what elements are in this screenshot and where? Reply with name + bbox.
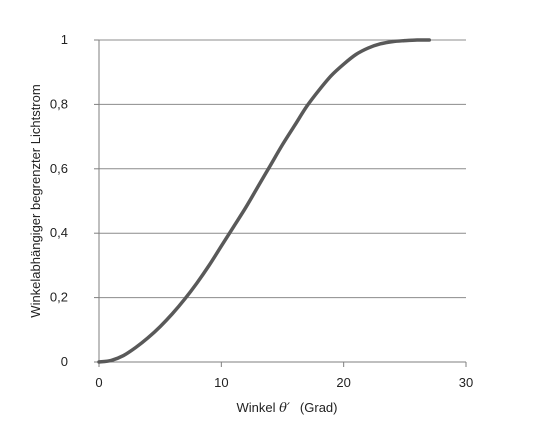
axes: [94, 39, 467, 367]
series-line-0: [97, 38, 432, 364]
x-tick-label-3: 30: [459, 375, 473, 390]
x-axis-label-symbol: θ′: [279, 401, 290, 416]
y-tick-label-2: 0,4: [50, 225, 68, 240]
y-tick-label-1: 0,2: [50, 290, 68, 305]
tick-labels: 00,20,40,60,810 10 20 30: [50, 32, 473, 390]
x-axis-label-unit: (Grad): [300, 400, 338, 415]
x-axis-label-text: Winkel: [237, 400, 280, 415]
y-tick-label-5: 1: [61, 32, 68, 47]
series-group: [97, 38, 432, 364]
y-axis-label: Winkelabhängiger begrenzter Lichtstrom: [28, 84, 43, 317]
x-tick-label-1: 10: [214, 375, 228, 390]
y-tick-label-3: 0,6: [50, 161, 68, 176]
x-tick-label-2: 20: [336, 375, 350, 390]
y-tick-label-4: 0,8: [50, 96, 68, 111]
y-tick-label-0: 0: [61, 354, 68, 369]
x-axis-label: Winkel θ′ (Grad): [237, 400, 338, 416]
grid-lines: [99, 39, 466, 299]
x-tick-label-0: 0: [95, 375, 102, 390]
